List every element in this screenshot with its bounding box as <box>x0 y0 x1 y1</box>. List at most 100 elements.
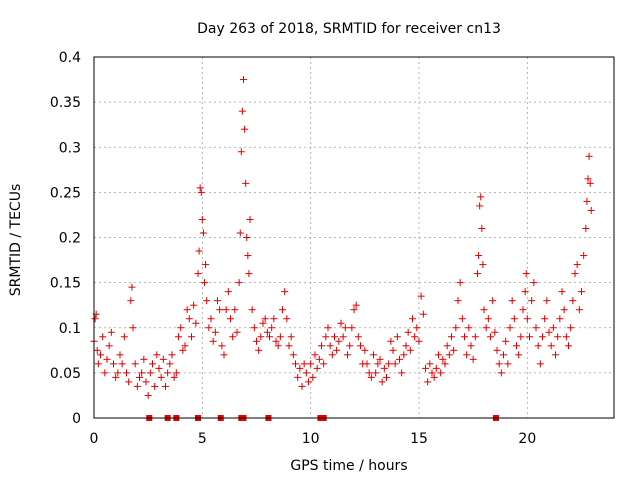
data-point <box>445 351 453 359</box>
data-point <box>138 369 146 377</box>
data-point <box>344 351 351 359</box>
data-point <box>471 333 479 341</box>
data-point <box>292 360 299 368</box>
data-point <box>114 369 122 377</box>
data-point <box>519 306 527 314</box>
data-point <box>476 202 484 210</box>
data-point <box>302 369 310 377</box>
data-point <box>424 378 432 386</box>
data-point <box>289 351 297 359</box>
data-point <box>110 360 117 368</box>
data-point <box>554 333 562 341</box>
data-point <box>506 324 514 332</box>
data-point <box>539 333 546 341</box>
data-point <box>571 270 579 278</box>
data-point <box>372 369 380 377</box>
data-point <box>341 324 349 332</box>
data-point <box>510 315 518 323</box>
data-point <box>272 337 280 345</box>
data-point <box>116 351 124 359</box>
data-point <box>177 324 185 332</box>
data-point <box>552 351 559 359</box>
x-axis-label: GPS time / hours <box>290 458 407 474</box>
data-point <box>562 333 570 341</box>
data-point <box>259 319 267 327</box>
data-point <box>439 355 447 363</box>
data-point <box>543 297 551 305</box>
data-point <box>532 324 540 332</box>
data-point <box>315 355 323 363</box>
data-point <box>454 297 462 305</box>
data-point <box>583 197 591 205</box>
data-point <box>93 346 101 354</box>
data-point <box>231 306 239 314</box>
data-point <box>582 224 590 232</box>
data-point <box>120 333 128 341</box>
data-point <box>513 342 520 350</box>
data-point <box>346 342 354 350</box>
data-point <box>534 342 542 350</box>
y-tick-label: 0.35 <box>50 95 81 111</box>
data-point <box>584 175 592 183</box>
data-point <box>279 306 286 314</box>
data-point <box>244 252 252 260</box>
data-point <box>240 76 247 84</box>
data-point <box>500 351 507 359</box>
data-point <box>157 373 165 381</box>
data-point <box>229 333 237 341</box>
data-point <box>194 270 202 278</box>
data-point <box>245 270 253 278</box>
data-point <box>266 333 273 341</box>
data-point <box>545 328 553 336</box>
data-point <box>443 342 451 350</box>
x-tick-label: 10 <box>302 431 320 447</box>
y-tick-label: 0.3 <box>59 140 81 156</box>
data-point <box>140 355 148 363</box>
data-point <box>547 342 555 350</box>
data-point <box>415 337 423 345</box>
data-point <box>128 283 136 291</box>
data-point <box>131 360 139 368</box>
data-point <box>298 382 306 390</box>
data-point <box>146 369 154 377</box>
data-point <box>376 355 384 363</box>
data-point <box>493 346 501 354</box>
data-point <box>202 261 210 269</box>
data-point <box>101 369 109 377</box>
data-point <box>270 315 278 323</box>
data-point <box>409 315 416 323</box>
data-point <box>461 333 468 341</box>
data-point <box>475 252 483 260</box>
data-point <box>166 360 174 368</box>
data-point <box>209 337 217 345</box>
x-tick-label: 20 <box>518 431 536 447</box>
data-point <box>556 315 564 323</box>
data-point <box>491 328 499 336</box>
data-point <box>320 360 328 368</box>
data-point <box>530 279 538 287</box>
data-point <box>153 351 161 359</box>
data-point <box>458 315 466 323</box>
data-point <box>151 382 159 390</box>
data-point <box>324 324 332 332</box>
data-point <box>580 252 588 260</box>
data-point <box>214 297 221 305</box>
data-point <box>333 346 341 354</box>
data-point <box>196 184 204 192</box>
data-point <box>428 369 436 377</box>
data-point <box>97 351 104 359</box>
data-point <box>144 391 152 399</box>
data-point <box>281 288 289 296</box>
data-point <box>339 333 347 341</box>
data-point <box>326 342 334 350</box>
y-tick-label: 0.1 <box>59 321 81 337</box>
data-point <box>411 333 419 341</box>
data-point <box>385 360 393 368</box>
data-point <box>393 333 401 341</box>
data-point <box>575 306 583 314</box>
data-point <box>307 360 315 368</box>
data-point <box>118 360 126 368</box>
data-point <box>235 279 243 287</box>
data-point <box>168 351 176 359</box>
